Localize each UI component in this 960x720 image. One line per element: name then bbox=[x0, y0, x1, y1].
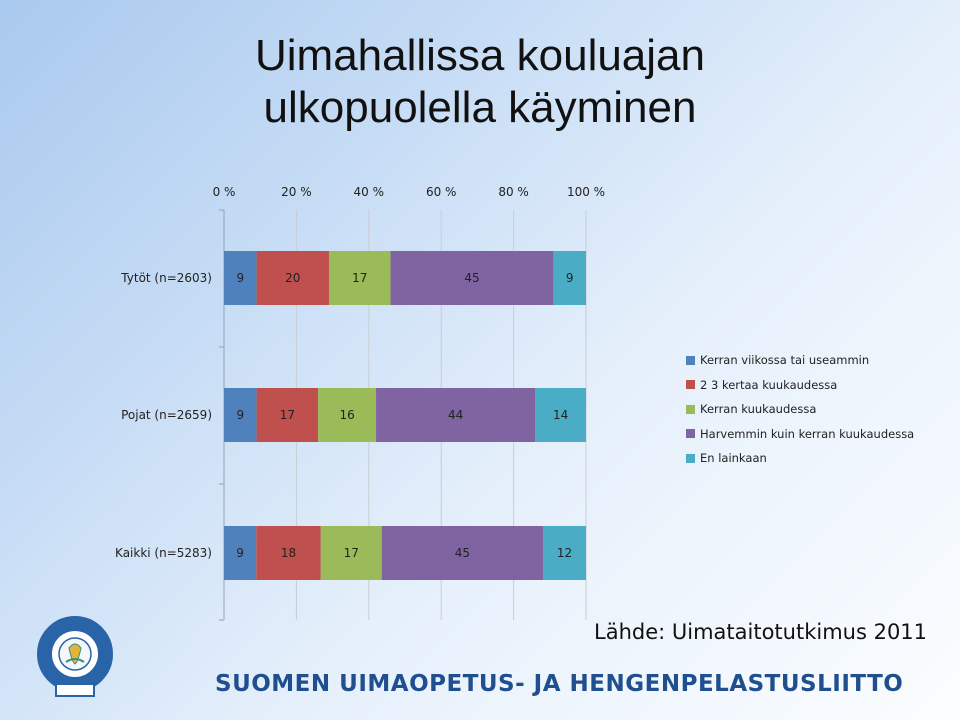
legend-label: Kerran kuukaudessa bbox=[700, 402, 817, 417]
data-label: 14 bbox=[553, 408, 568, 422]
x-tick-label: 0 % bbox=[213, 185, 236, 199]
data-label: 12 bbox=[557, 546, 572, 560]
legend-label: Kerran viikossa tai useammin bbox=[700, 353, 870, 368]
x-tick-label: 40 % bbox=[354, 185, 385, 199]
data-label: 9 bbox=[236, 408, 244, 422]
legend-item: En lainkaan bbox=[686, 446, 914, 471]
data-label: 17 bbox=[352, 271, 367, 285]
legend-swatch bbox=[686, 355, 695, 365]
x-tick-label: 100 % bbox=[567, 185, 605, 199]
legend-label: En lainkaan bbox=[700, 451, 767, 466]
federation-logo bbox=[37, 616, 113, 697]
bar-segment bbox=[224, 526, 257, 580]
data-label: 44 bbox=[448, 408, 463, 422]
legend-swatch bbox=[686, 453, 695, 463]
legend-item: Kerran viikossa tai useammin bbox=[686, 348, 914, 373]
bar-segment bbox=[224, 388, 257, 442]
category-label: Pojat (n=2659) bbox=[121, 408, 212, 422]
x-tick-label: 80 % bbox=[498, 185, 529, 199]
bar-segment bbox=[256, 251, 329, 305]
legend-item: Kerran kuukaudessa bbox=[686, 397, 914, 422]
legend-swatch bbox=[686, 380, 695, 390]
data-label: 18 bbox=[281, 546, 296, 560]
legend-label: Harvemmin kuin kerran kuukaudessa bbox=[700, 426, 915, 441]
legend-swatch bbox=[686, 404, 695, 414]
x-tick-label: 60 % bbox=[426, 185, 457, 199]
bar-segment bbox=[381, 526, 543, 580]
data-label: 17 bbox=[344, 546, 359, 560]
legend-item: Harvemmin kuin kerran kuukaudessa bbox=[686, 422, 914, 447]
title-line-1: Uimahallissa kouluajan bbox=[254, 31, 705, 80]
bar-segment bbox=[256, 388, 319, 442]
bar-segment bbox=[535, 388, 586, 442]
data-label: 16 bbox=[339, 408, 354, 422]
data-label: 45 bbox=[464, 271, 479, 285]
x-tick-label: 20 % bbox=[281, 185, 312, 199]
legend-swatch bbox=[686, 429, 695, 439]
bar-segment bbox=[318, 388, 377, 442]
bar-segment bbox=[542, 526, 586, 580]
data-label: 20 bbox=[285, 271, 300, 285]
slide-title: Uimahallissa kouluajan ulkopuolella käym… bbox=[0, 30, 960, 134]
data-label: 9 bbox=[236, 271, 244, 285]
data-label: 17 bbox=[280, 408, 295, 422]
data-label: 9 bbox=[236, 546, 244, 560]
bar-segment bbox=[553, 251, 586, 305]
legend-item: 2 3 kertaa kuukaudessa bbox=[686, 373, 914, 398]
bar-segment bbox=[224, 251, 257, 305]
bar-segment bbox=[320, 526, 382, 580]
bar-segment bbox=[328, 251, 391, 305]
title-line-2: ulkopuolella käyminen bbox=[263, 83, 697, 132]
source-note: Lähde: Uimataitotutkimus 2011 bbox=[594, 620, 928, 644]
federation-name: SUOMEN UIMAOPETUS- JA HENGENPELASTUSLIIT… bbox=[215, 671, 904, 697]
category-label: Kaikki (n=5283) bbox=[115, 546, 212, 560]
bar-segment bbox=[256, 526, 321, 580]
bar-segment bbox=[376, 388, 536, 442]
data-label: 9 bbox=[566, 271, 574, 285]
legend-label: 2 3 kertaa kuukaudessa bbox=[700, 377, 838, 392]
data-label: 45 bbox=[455, 546, 470, 560]
chart-legend: Kerran viikossa tai useammin 2 3 kertaa k… bbox=[686, 348, 914, 471]
bar-segment bbox=[390, 251, 554, 305]
category-label: Tytöt (n=2603) bbox=[120, 271, 212, 285]
